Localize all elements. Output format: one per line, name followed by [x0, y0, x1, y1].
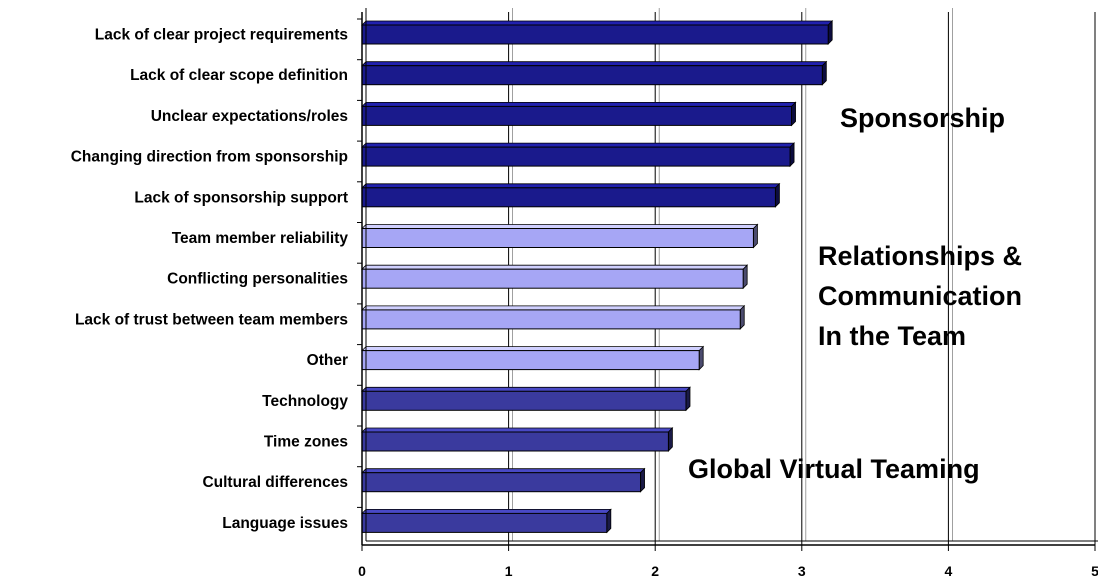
bar-side-10 — [667, 427, 673, 452]
bar-7 — [361, 304, 746, 330]
x-tick-label-2: 2 — [651, 563, 659, 579]
bar-side-12 — [606, 508, 612, 534]
bar-1 — [361, 60, 828, 86]
category-label-2: Unclear expectations/roles — [151, 108, 348, 125]
x-tick-label-3: 3 — [798, 563, 806, 579]
bar-top-10 — [361, 427, 674, 433]
bar-front-3 — [361, 146, 791, 167]
bar-top-2 — [361, 102, 797, 107]
category-label-7: Lack of trust between team members — [75, 311, 348, 328]
x-tick-label-4: 4 — [945, 563, 953, 579]
bar-top-6 — [361, 264, 749, 270]
category-label-8: Other — [307, 352, 348, 369]
bar-top-12 — [361, 508, 612, 514]
x-tick-labels: 0 1 2 3 4 5 — [358, 563, 1098, 579]
bar-side-2 — [791, 101, 796, 127]
category-label-1: Lack of clear scope definition — [130, 67, 348, 84]
annotation-relationships-line-2: Communication — [818, 281, 1022, 311]
bar-top-4 — [361, 183, 781, 189]
bar-top-11 — [361, 468, 646, 474]
bar-top-7 — [361, 305, 746, 311]
x-tick-label-5: 5 — [1091, 563, 1098, 579]
bar-side-8 — [698, 345, 704, 371]
annotation-global-virtual-teaming: Global Virtual Teaming — [688, 454, 980, 484]
bar-5 — [361, 223, 759, 249]
annotation-sponsorship: Sponsorship — [840, 103, 1005, 133]
bar-front-2 — [361, 105, 793, 126]
bar-side-7 — [739, 304, 745, 330]
bar-top-8 — [361, 346, 705, 352]
bar-front-11 — [361, 472, 642, 493]
bar-side-5 — [753, 223, 758, 249]
category-label-12: Language issues — [222, 515, 348, 532]
bar-top-0 — [361, 20, 834, 26]
bar-top-1 — [361, 61, 828, 67]
bar-front-4 — [361, 187, 776, 208]
bar-side-4 — [775, 182, 780, 208]
bar-side-0 — [827, 20, 833, 45]
bar-6 — [361, 264, 749, 290]
bar-side-11 — [640, 467, 645, 493]
annotation-relationships-line-1: Relationships & — [818, 241, 1022, 271]
bar-9 — [361, 386, 691, 412]
bar-12 — [361, 508, 612, 534]
category-label-6: Conflicting personalities — [167, 271, 348, 288]
bar-side-3 — [789, 142, 795, 168]
bar-front-8 — [361, 350, 700, 371]
category-label-9: Technology — [262, 393, 348, 410]
category-labels: Lack of clear project requirements Lack o… — [71, 27, 349, 532]
bar-front-0 — [361, 24, 829, 45]
bar-side-6 — [742, 264, 748, 290]
bar-front-12 — [361, 512, 608, 533]
bar-side-1 — [821, 60, 827, 86]
group-annotations: Sponsorship Relationships & Communicatio… — [688, 103, 1022, 484]
bar-top-3 — [361, 142, 796, 148]
bar-front-1 — [361, 65, 823, 86]
bar-front-10 — [361, 431, 669, 452]
bar-4 — [361, 182, 781, 208]
x-tick-label-0: 0 — [358, 563, 366, 579]
x-tick-label-1: 1 — [505, 563, 513, 579]
bar-front-9 — [361, 390, 687, 411]
bar-2 — [361, 101, 797, 127]
category-label-3: Changing direction from sponsorship — [71, 149, 348, 166]
bar-front-7 — [361, 309, 741, 330]
bar-0 — [361, 20, 834, 45]
bar-top-5 — [361, 224, 759, 229]
bar-3 — [361, 142, 796, 168]
category-label-10: Time zones — [264, 434, 348, 451]
annotation-relationships-line-3: In the Team — [818, 321, 966, 351]
category-label-0: Lack of clear project requirements — [95, 27, 348, 44]
bar-11 — [361, 467, 646, 493]
category-label-4: Lack of sponsorship support — [134, 189, 348, 206]
bar-10 — [361, 427, 674, 452]
bar-front-5 — [361, 228, 754, 248]
bar-side-9 — [685, 386, 691, 412]
bar-front-6 — [361, 268, 744, 289]
category-label-11: Cultural differences — [202, 474, 348, 491]
axes — [357, 8, 1098, 551]
gridlines — [508, 8, 1096, 545]
bar-8 — [361, 345, 705, 371]
bar-top-9 — [361, 386, 691, 392]
category-label-5: Team member reliability — [172, 230, 349, 247]
